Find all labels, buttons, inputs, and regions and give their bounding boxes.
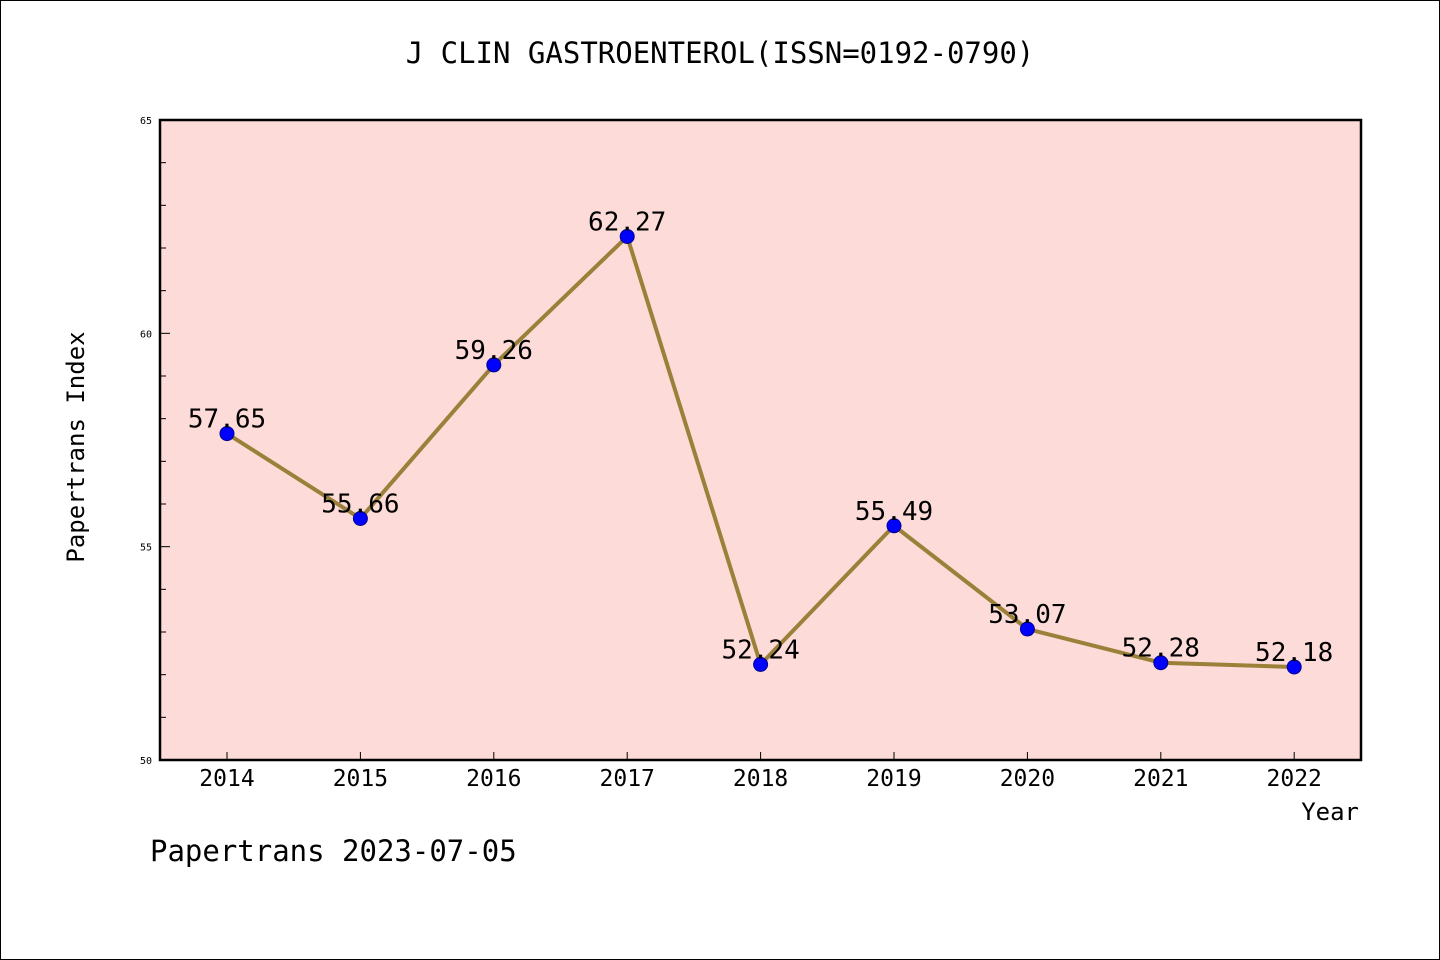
x-tick-label: 2014 <box>199 766 254 792</box>
y-tick-label: 65 <box>140 116 152 127</box>
data-label: 55.49 <box>855 497 933 527</box>
data-point <box>619 228 635 244</box>
y-tick-label: 60 <box>140 329 152 340</box>
y-tick-label: 50 <box>140 756 152 767</box>
data-label: 52.18 <box>1255 638 1333 668</box>
footer-label: Papertrans 2023-07-05 <box>150 834 517 868</box>
data-label: 52.28 <box>1122 634 1200 664</box>
x-tick-label: 2017 <box>600 766 655 792</box>
plot-border <box>158 118 1363 762</box>
y-tick-label: 55 <box>140 543 152 554</box>
x-tick-label: 2018 <box>733 766 788 792</box>
data-label: 62.27 <box>588 207 666 237</box>
data-label: 53.07 <box>988 600 1066 630</box>
data-label: 57.65 <box>188 405 266 435</box>
data-point <box>1019 621 1035 637</box>
data-point <box>1153 655 1169 671</box>
x-tick-label: 2019 <box>866 766 921 792</box>
chart-title: J CLIN GASTROENTEROL(ISSN=0192-0790) <box>405 36 1035 70</box>
x-axis-label: Year <box>1301 798 1359 826</box>
x-tick-label: 2022 <box>1267 766 1322 792</box>
data-point <box>886 518 902 534</box>
data-label: 52.24 <box>721 635 799 665</box>
y-axis-label: Papertrans Index <box>62 331 90 562</box>
data-label: 55.66 <box>321 490 399 520</box>
data-point <box>753 656 769 672</box>
data-point <box>486 357 502 373</box>
data-point <box>219 426 235 442</box>
x-tick-label: 2015 <box>333 766 388 792</box>
x-tick-label: 2020 <box>1000 766 1055 792</box>
x-tick-label: 2016 <box>466 766 521 792</box>
data-point <box>352 511 368 527</box>
plot-area <box>160 120 1361 760</box>
x-tick-label: 2021 <box>1133 766 1188 792</box>
data-label: 59.26 <box>455 336 533 366</box>
data-point <box>1286 659 1302 675</box>
